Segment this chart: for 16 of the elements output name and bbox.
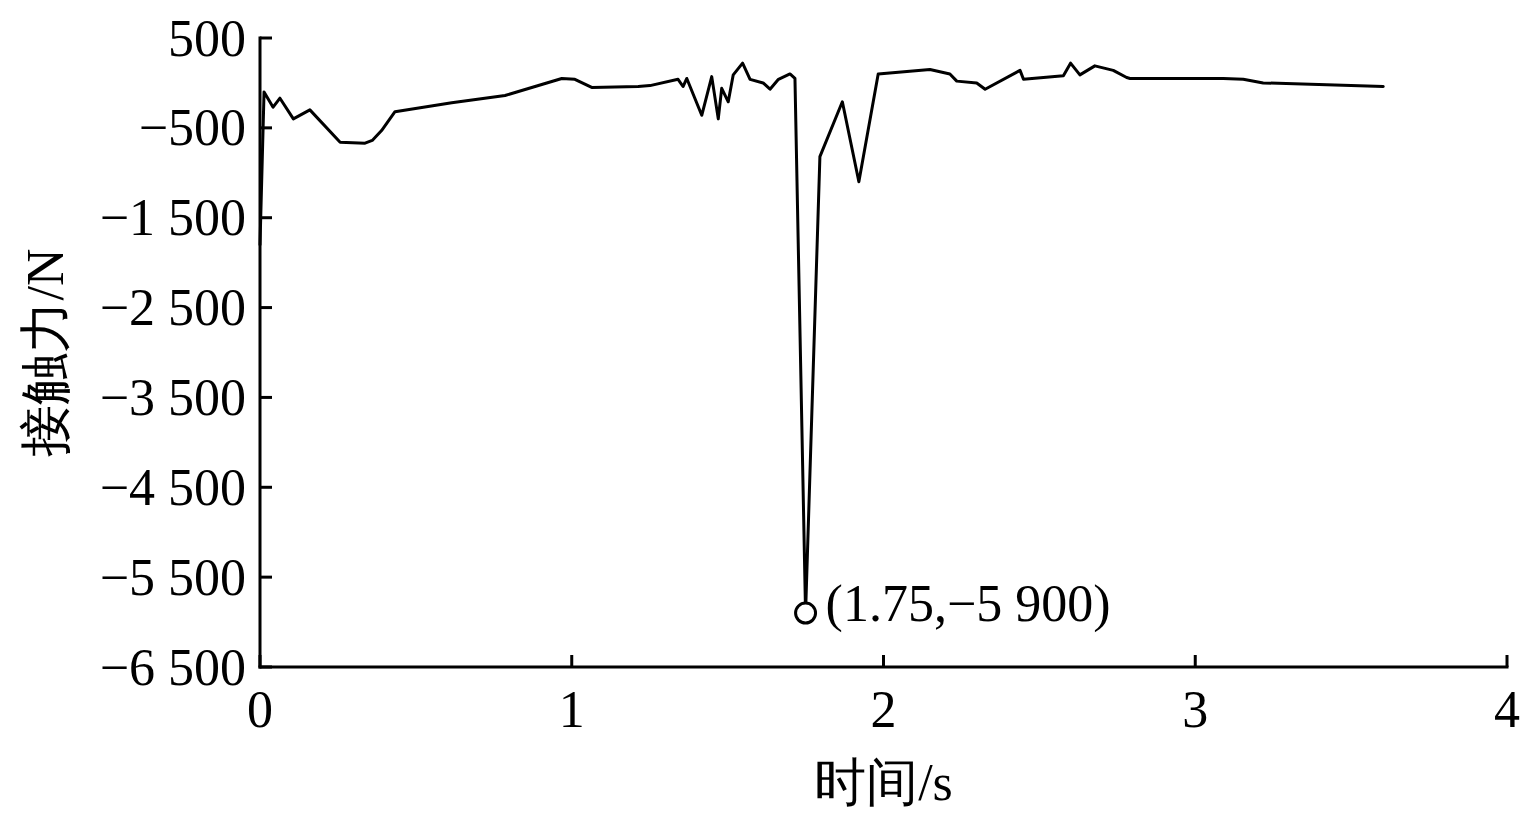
y-tick-label: −1 500 <box>99 189 246 247</box>
x-tick-label: 3 <box>1182 681 1209 738</box>
y-tick-label: −500 <box>138 99 246 157</box>
y-tick-label: −4 500 <box>99 458 246 516</box>
x-tick-label: 2 <box>870 681 897 738</box>
y-tick-label: 500 <box>168 9 246 67</box>
x-tick-label: 4 <box>1494 681 1520 738</box>
y-tick-label: −3 500 <box>99 368 246 426</box>
x-tick-label: 1 <box>558 681 585 738</box>
y-tick-label: −6 500 <box>99 638 246 696</box>
x-axis-title: 时间/s <box>814 754 953 811</box>
y-axis-title: 接触力/N <box>16 248 74 457</box>
y-tick-label: −2 500 <box>99 279 246 337</box>
y-tick-label: −5 500 <box>99 548 246 606</box>
annotation: (1.75,−5 900) <box>825 575 1111 633</box>
x-tick-label: 0 <box>247 681 273 738</box>
